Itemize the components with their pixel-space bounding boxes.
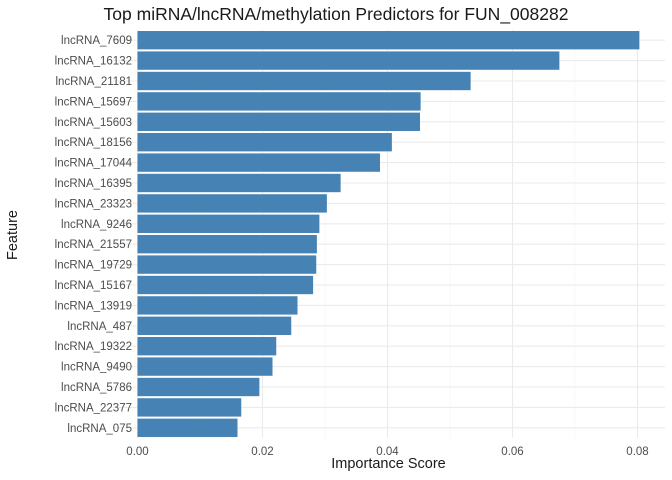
y-tick-label: lncRNA_5786 — [61, 382, 132, 394]
bar — [137, 235, 317, 254]
y-tick-label: lncRNA_19322 — [55, 341, 132, 353]
y-tick-label: lncRNA_15697 — [55, 96, 132, 108]
y-tick-label: lncRNA_075 — [67, 423, 132, 435]
bar — [137, 214, 320, 233]
x-tick-label: 0.00 — [126, 446, 148, 458]
x-tick-label: 0.06 — [501, 446, 523, 458]
bar — [137, 71, 471, 91]
y-tick-label: lncRNA_13919 — [55, 300, 132, 312]
x-axis-label: Importance Score — [331, 456, 446, 472]
y-tick-label: lncRNA_487 — [67, 321, 132, 333]
bar — [137, 51, 560, 70]
x-tick-label: 0.02 — [251, 446, 273, 458]
bar — [137, 377, 260, 397]
x-tick-label: 0.08 — [626, 446, 648, 458]
bar — [137, 398, 242, 417]
y-tick-label: lncRNA_22377 — [55, 402, 132, 414]
chart-title: Top miRNA/lncRNA/methylation Predictors … — [103, 4, 569, 24]
y-tick-label: lncRNA_16395 — [55, 178, 132, 190]
y-tick-label: lncRNA_18156 — [55, 137, 132, 149]
bar — [137, 296, 298, 315]
y-tick-label: lncRNA_21181 — [55, 76, 132, 88]
bar — [137, 337, 277, 356]
bar — [137, 31, 640, 50]
y-tick-label: lncRNA_21557 — [55, 239, 132, 251]
bar — [137, 194, 327, 213]
x-tick-label: 0.04 — [376, 446, 399, 458]
bar — [137, 153, 380, 172]
bar — [137, 92, 421, 111]
y-tick-label: lncRNA_17044 — [55, 158, 133, 170]
y-tick-label: lncRNA_9246 — [61, 219, 132, 231]
y-tick-label: lncRNA_7609 — [61, 35, 132, 47]
bar — [137, 357, 273, 376]
y-tick-label: lncRNA_9490 — [61, 362, 132, 374]
bar — [137, 133, 392, 152]
y-tick-label: lncRNA_16132 — [55, 56, 132, 68]
bar — [137, 112, 420, 131]
y-tick-label: lncRNA_23323 — [55, 198, 132, 210]
bar — [137, 275, 314, 295]
y-tick-label: lncRNA_19729 — [55, 260, 132, 272]
y-axis-label: Feature — [5, 210, 21, 260]
bar — [137, 418, 238, 437]
bar — [137, 173, 341, 193]
y-tick-label: lncRNA_15603 — [55, 117, 132, 129]
bar — [137, 255, 317, 274]
y-tick-label: lncRNA_15167 — [55, 280, 132, 292]
bar — [137, 316, 292, 335]
